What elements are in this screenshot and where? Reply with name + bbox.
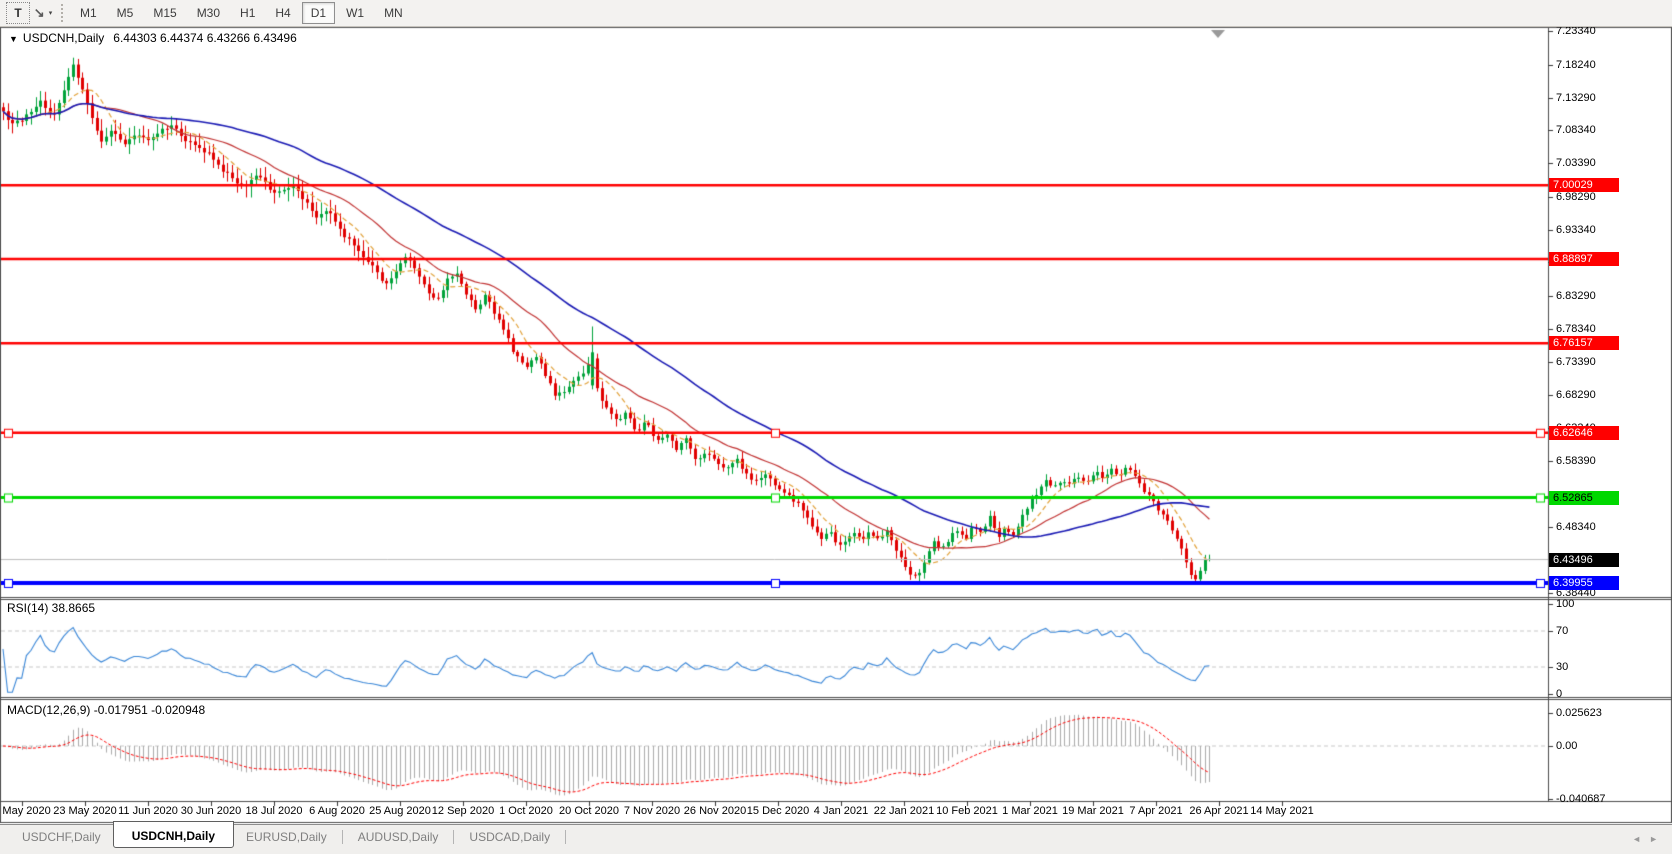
timeframe-button-d1[interactable]: D1: [301, 2, 336, 24]
tab-scroll-arrows: ◄►: [1632, 834, 1666, 844]
tab-usdchf[interactable]: USDCHF,Daily: [22, 830, 101, 844]
text-tool-button[interactable]: T: [6, 2, 30, 24]
toolbar-separator: [61, 4, 63, 22]
price-badge: 6.76157: [1549, 336, 1619, 351]
date-axis-label: 5 May 2020: [0, 805, 51, 817]
tab-usdcad[interactable]: USDCAD,Daily: [469, 830, 551, 844]
macd-axis-tick: 0.025623: [1556, 706, 1602, 719]
timeframe-button-m15[interactable]: M15: [153, 6, 177, 20]
chart-tab-bar: USDCHF,Daily USDCNH,Daily EURUSD,Daily AUDU…: [0, 821, 1672, 854]
price-axis-tick: 7.08340: [1556, 124, 1596, 137]
date-axis-label: 26 Apr 2021: [1189, 805, 1249, 817]
date-axis-label: 1 Mar 2021: [1002, 805, 1058, 817]
macd-indicator-label: MACD(12,26,9) -0.017951 -0.020948: [7, 703, 206, 717]
timeframe-button-m30[interactable]: M30: [196, 6, 221, 20]
date-axis-label: 1 Oct 2020: [499, 805, 553, 817]
macd-axis-tick: 0.00: [1556, 740, 1578, 752]
date-axis-label: 25 Aug 2020: [369, 805, 431, 817]
date-axis-label: 10 Feb 2021: [936, 805, 998, 817]
date-axis-label: 22 Jan 2021: [873, 805, 935, 817]
price-badge: 6.52865: [1549, 490, 1619, 505]
price-axis-tick: 6.83290: [1556, 290, 1596, 303]
price-axis-tick: 6.73390: [1556, 355, 1596, 368]
date-axis-label: 26 Nov 2020: [683, 805, 747, 817]
timeframe-button-m1[interactable]: M1: [80, 6, 97, 20]
price-axis-tick: 6.58390: [1556, 454, 1596, 467]
tab-usdcnh[interactable]: USDCNH,Daily: [112, 821, 235, 848]
tab-divider: [341, 830, 343, 844]
price-axis-tick: 7.13290: [1556, 91, 1596, 104]
price-axis-tick: 6.98290: [1556, 190, 1596, 203]
date-axis-label: 7 Apr 2021: [1129, 805, 1183, 817]
rsi-axis-tick: 30: [1556, 661, 1569, 673]
price-axis-tick: 6.68290: [1556, 389, 1596, 402]
rsi-axis-tick: 100: [1556, 598, 1575, 610]
chart-symbol-period: USDCNH,Daily: [22, 31, 105, 45]
date-axis-label: 20 Oct 2020: [559, 805, 619, 817]
chart-title: ▼ USDCNH,Daily 6.44303 6.44374 6.43266 6.4…: [9, 31, 297, 45]
tab-audusd[interactable]: AUDUSD,Daily: [357, 830, 439, 844]
date-axis-label: 18 Jul 2020: [245, 805, 303, 817]
price-axis-tick: 7.03390: [1556, 157, 1596, 170]
rsi-axis-tick: 70: [1556, 625, 1569, 637]
date-axis-label: 6 Aug 2020: [309, 805, 365, 817]
tab-scroll-right-icon[interactable]: ►: [1649, 834, 1666, 844]
timeframe-button-m5[interactable]: M5: [116, 6, 134, 20]
arrow-objects-button[interactable]: ↘ ▾: [32, 3, 54, 23]
chart-tabs: USDCHF,Daily USDCNH,Daily EURUSD,Daily AUDU…: [10, 821, 569, 849]
price-axis-tick: 6.93340: [1556, 223, 1596, 236]
timeframe-button-h4[interactable]: H4: [275, 6, 291, 20]
date-axis-label: 4 Jan 2021: [813, 805, 869, 817]
price-axis-tick: 6.48340: [1556, 521, 1596, 534]
tab-eurusd[interactable]: EURUSD,Daily: [246, 830, 327, 844]
price-badge: 7.00029: [1549, 178, 1619, 193]
rsi-axis-tick: 0: [1556, 688, 1563, 700]
toolbar: T ↘ ▾ M1 M5 M15 M30 H1 H4 D1 W1 MN: [0, 0, 1672, 27]
date-axis-label: 11 Jun 2020: [118, 805, 178, 817]
timeframe-button-group: M1 M5 M15 M30 H1 H4 D1 W1 MN: [70, 2, 413, 24]
date-axis-label: 23 May 2020: [53, 805, 117, 817]
timeframe-button-mn[interactable]: MN: [384, 6, 403, 20]
tab-scroll-left-icon[interactable]: ◄: [1632, 834, 1650, 844]
price-badge: 6.39955: [1549, 575, 1619, 590]
price-badge: 6.62646: [1549, 425, 1619, 440]
text-tool-icon: T: [14, 6, 22, 20]
chart-ohlc-values: 6.44303 6.44374 6.43266 6.43496: [113, 31, 297, 45]
price-axis-tick: 7.18240: [1556, 58, 1596, 71]
date-axis-label: 19 Mar 2021: [1062, 805, 1124, 817]
price-axis-tick: 6.78340: [1556, 322, 1596, 335]
date-axis-label: 14 May 2021: [1250, 805, 1314, 817]
price-badge: 6.88897: [1549, 251, 1619, 266]
tab-divider: [453, 830, 455, 844]
chevron-down-icon: ▾: [48, 10, 53, 17]
date-axis-label: 15 Dec 2020: [746, 805, 810, 817]
rsi-indicator-label: RSI(14) 38.8665: [7, 601, 96, 615]
price-badge: 6.43496: [1549, 552, 1619, 567]
tab-divider: [565, 830, 567, 844]
timeframe-button-w1[interactable]: W1: [346, 6, 365, 20]
price-axis-tick: 7.23340: [1556, 25, 1596, 37]
date-axis-label: 7 Nov 2020: [623, 805, 681, 817]
timeframe-button-h1[interactable]: H1: [240, 6, 256, 20]
date-axis-label: 30 Jun 2020: [180, 805, 242, 817]
price-axis-tick: 6.38440: [1556, 587, 1596, 599]
symbol-dropdown-icon[interactable]: ▼: [9, 34, 18, 44]
arrow-objects-icon: ↘: [33, 5, 45, 20]
macd-axis-tick: -0.040687: [1556, 792, 1606, 805]
date-axis-label: 12 Sep 2020: [431, 805, 495, 817]
